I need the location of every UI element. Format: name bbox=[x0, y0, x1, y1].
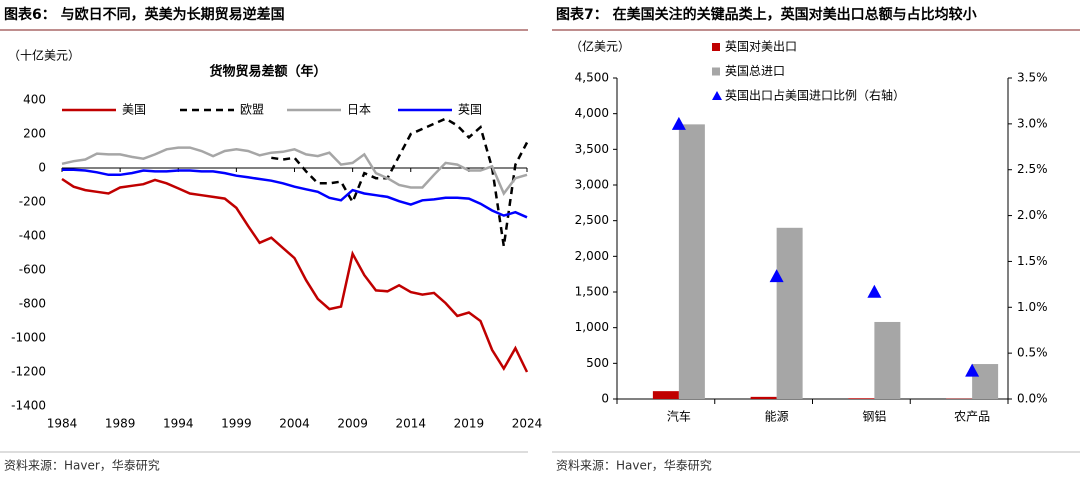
y-tick-label: 1,000 bbox=[575, 320, 609, 334]
legend-label: 日本 bbox=[347, 103, 371, 117]
y-tick-label: 1,500 bbox=[575, 285, 609, 299]
x-tick-label: 能源 bbox=[765, 410, 789, 424]
bar bbox=[776, 227, 803, 399]
y-tick-label: 500 bbox=[586, 356, 609, 370]
triangle-marker bbox=[671, 116, 686, 130]
line-series bbox=[271, 117, 529, 247]
y-tick-label: -400 bbox=[19, 229, 46, 243]
legend-swatch bbox=[712, 91, 722, 100]
y-tick-label: 400 bbox=[23, 93, 46, 107]
y-unit: （十亿美元） bbox=[8, 48, 80, 63]
x-tick-label: 2024 bbox=[512, 417, 543, 431]
x-tick-label: 2014 bbox=[395, 417, 426, 431]
legend-label: 英国出口占美国进口比例（右轴） bbox=[725, 88, 905, 103]
legend-label: 英国 bbox=[458, 103, 482, 117]
bar bbox=[750, 396, 777, 399]
y-tick-label: -600 bbox=[19, 263, 46, 277]
bar bbox=[678, 124, 705, 399]
heading: 图表6： 与欧日不同，英美为长期贸易逆差国 bbox=[4, 6, 285, 23]
legend-label: 英国对美出口 bbox=[725, 40, 797, 54]
y2-tick-label: 0.0% bbox=[1017, 392, 1048, 406]
y2-tick-label: 3.0% bbox=[1017, 116, 1048, 130]
legend-label: 欧盟 bbox=[240, 103, 264, 117]
y2-tick-label: 3.5% bbox=[1017, 71, 1048, 85]
legend-label: 美国 bbox=[122, 103, 146, 117]
x-tick-label: 1999 bbox=[221, 417, 252, 431]
x-tick-label: 钢铝 bbox=[862, 409, 886, 424]
triangle-marker bbox=[965, 363, 980, 377]
y-tick-label: 4,500 bbox=[575, 71, 609, 85]
bar bbox=[874, 321, 901, 399]
y-tick-label: -1400 bbox=[11, 399, 46, 413]
line-series bbox=[61, 146, 528, 196]
y2-tick-label: 1.5% bbox=[1017, 254, 1048, 268]
y-tick-label: -200 bbox=[19, 195, 46, 209]
chart-title: 货物贸易差额（年） bbox=[209, 64, 326, 80]
bar bbox=[848, 398, 875, 399]
y-unit: （亿美元） bbox=[570, 39, 630, 54]
y-tick-label: 0 bbox=[601, 392, 609, 406]
x-tick-label: 2019 bbox=[454, 417, 485, 431]
y-tick-label: 2,500 bbox=[575, 213, 609, 227]
triangle-marker bbox=[867, 284, 882, 298]
legend-label: 英国总进口 bbox=[725, 64, 785, 78]
triangle-marker bbox=[769, 269, 784, 283]
source: 资料来源：Haver，华泰研究 bbox=[556, 458, 712, 473]
y-tick-label: 3,000 bbox=[575, 178, 609, 192]
y2-tick-label: 1.0% bbox=[1017, 300, 1048, 314]
legend-swatch bbox=[712, 67, 720, 76]
y2-tick-label: 2.5% bbox=[1017, 162, 1048, 176]
x-tick-label: 汽车 bbox=[667, 409, 691, 424]
x-tick-label: 1984 bbox=[47, 417, 78, 431]
y-tick-label: -800 bbox=[19, 297, 46, 311]
y-tick-label: 2,000 bbox=[575, 249, 609, 263]
y2-tick-label: 0.5% bbox=[1017, 346, 1048, 360]
x-tick-label: 2004 bbox=[279, 417, 310, 431]
heading: 图表7： 在美国关注的关键品类上，英国对美出口总额与占比均较小 bbox=[556, 6, 977, 23]
y-tick-label: -1000 bbox=[11, 331, 46, 345]
line-series bbox=[62, 168, 528, 219]
bar bbox=[652, 391, 679, 399]
y-tick-label: -1200 bbox=[11, 365, 46, 379]
bar bbox=[972, 364, 999, 399]
line-series bbox=[61, 177, 529, 373]
y-tick-label: 0 bbox=[38, 161, 46, 175]
y-tick-label: 200 bbox=[23, 127, 46, 141]
legend-swatch bbox=[712, 43, 720, 51]
y-tick-label: 4,000 bbox=[575, 106, 609, 120]
source: 资料来源：Haver，华泰研究 bbox=[4, 458, 160, 473]
x-tick-label: 1994 bbox=[163, 417, 194, 431]
x-tick-label: 农产品 bbox=[954, 410, 990, 424]
y2-tick-label: 2.0% bbox=[1017, 208, 1048, 222]
x-tick-label: 1989 bbox=[105, 417, 136, 431]
y-tick-label: 3,500 bbox=[575, 142, 609, 156]
x-tick-label: 2009 bbox=[337, 417, 368, 431]
